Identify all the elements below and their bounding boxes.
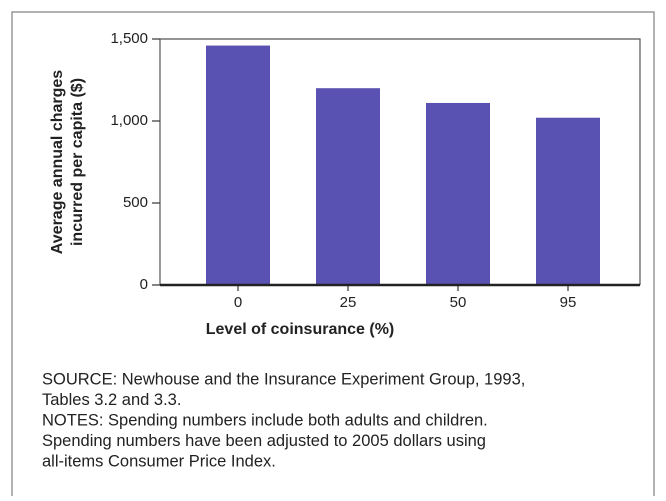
outer-frame <box>11 11 655 501</box>
y-axis-label: Average annual charges incurred per capi… <box>49 70 86 254</box>
note-line: Tables 3.2 and 3.3. <box>42 391 181 409</box>
y-tick-label: 0 <box>140 276 148 293</box>
bar <box>426 102 490 286</box>
x-tick-label: 0 <box>234 294 242 311</box>
x-tick-label: 50 <box>450 294 467 311</box>
x-tick-label: 25 <box>340 294 357 311</box>
note-line: all-items Consumer Price Index. <box>42 452 276 470</box>
bar <box>206 45 270 286</box>
y-tick-label: 500 <box>123 194 148 211</box>
y-tick-label: 1,000 <box>110 112 148 129</box>
x-axis-label: Level of coinsurance (%) <box>206 321 395 338</box>
x-tick-label: 95 <box>560 294 577 311</box>
plot-frame <box>159 38 641 285</box>
y-axis-label-line: incurred per capita ($) <box>69 78 86 246</box>
note-line: SOURCE: Newhouse and the Insurance Exper… <box>42 370 525 388</box>
y-tick-label: 1,500 <box>110 30 148 47</box>
note-line: NOTES: Spending numbers include both adu… <box>42 411 488 429</box>
y-axis-label-line: Average annual charges <box>49 70 66 254</box>
bar <box>316 88 380 285</box>
bar <box>536 117 600 285</box>
note-line: Spending numbers have been adjusted to 2… <box>42 432 486 450</box>
